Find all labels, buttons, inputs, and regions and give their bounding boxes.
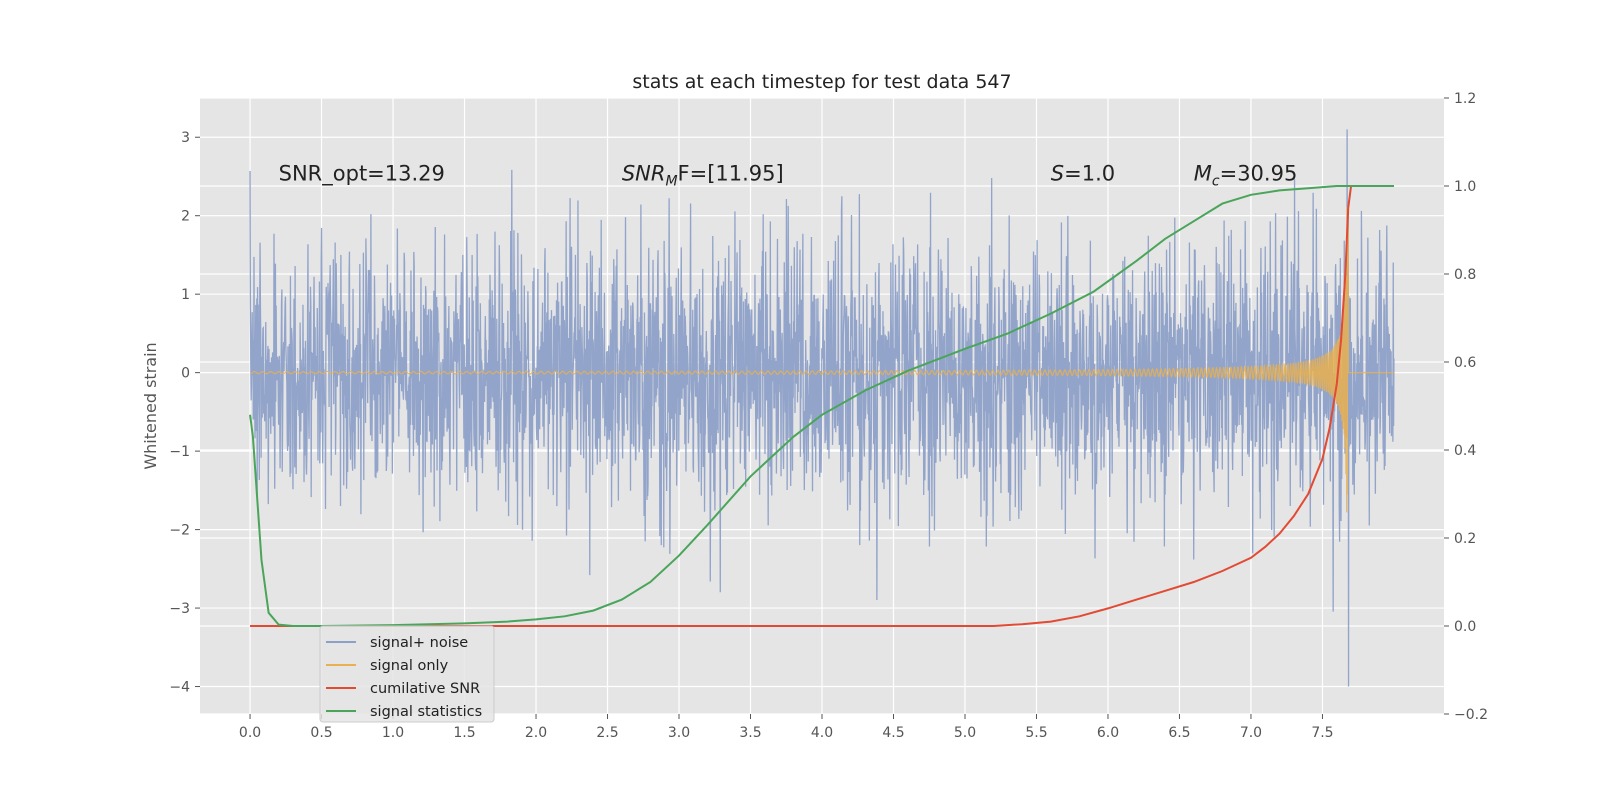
y2-tick-label: 1.2 (1454, 91, 1476, 107)
y-tick-label: −3 (169, 601, 190, 617)
annotation-1: SNRMF=[11.95] (622, 161, 784, 189)
x-tick-label: 7.5 (1311, 725, 1333, 741)
y2-tick-label: 0.8 (1454, 267, 1476, 283)
x-tick-label: 4.0 (811, 725, 833, 741)
signal-only-series (249, 207, 1394, 513)
x-tick-label: 5.5 (1025, 725, 1047, 741)
y2-tick-label: 0.4 (1454, 443, 1476, 459)
x-tick-label: 3.5 (739, 725, 761, 741)
grid-lines (200, 97, 1444, 715)
x-tick-label: 3.0 (668, 725, 690, 741)
legend: signal+ noise signal only cumilative SNR si… (319, 625, 495, 723)
x-tick-label: 1.5 (453, 725, 475, 741)
signal-plus-noise-series (249, 129, 1395, 687)
y-tick-label: 0 (181, 366, 190, 382)
y2-tick-label: 1.0 (1454, 179, 1476, 195)
annotation-3: Mc=30.95 (1194, 161, 1298, 189)
y2-tick-label: 0.0 (1454, 619, 1476, 635)
x-tick-label: 2.0 (525, 725, 547, 741)
y-tick-label: 3 (181, 130, 190, 146)
y-tick-label: 2 (181, 209, 190, 225)
cumulative-snr-series (250, 185, 1394, 627)
y-tick-label: −2 (169, 523, 190, 539)
legend-entry: signal+ noise (370, 635, 468, 651)
x-tick-label: 6.0 (1097, 725, 1119, 741)
x-tick-label: 7.0 (1240, 725, 1262, 741)
annotation-0: SNR_opt=13.29 (279, 161, 445, 186)
axis-ticks: 0.0 0.5 1.0 1.5 2.0 2.5 3.0 3.5 4.0 4.5 5.0 5.5 6.0 6… (169, 91, 1488, 741)
annotation-2: S=1.0 (1051, 161, 1115, 185)
cumulative-snr-line (250, 185, 1394, 627)
y-tick-label: −1 (169, 444, 190, 460)
signal-statistics-line (249, 185, 1394, 627)
legend-entry: signal only (370, 658, 449, 674)
chart-title: stats at each timestep for test data 547 (632, 71, 1011, 93)
signal-plus-noise-line (249, 129, 1395, 687)
x-tick-label: 0.0 (239, 725, 261, 741)
x-tick-label: 6.5 (1168, 725, 1190, 741)
legend-entry: signal statistics (370, 704, 482, 720)
x-tick-label: 2.5 (596, 725, 618, 741)
y2-tick-label: 0.6 (1454, 355, 1476, 371)
legend-entry: cumilative SNR (370, 681, 480, 697)
signal-statistics-series (249, 185, 1394, 627)
y2-tick-label: −0.2 (1454, 707, 1488, 723)
signal-only-line (249, 207, 1394, 513)
y-tick-label: 1 (181, 287, 190, 303)
y-axis-label: Whitened strain (141, 342, 160, 469)
legend-box (319, 625, 495, 723)
y2-tick-label: 0.2 (1454, 531, 1476, 547)
x-tick-label: 0.5 (310, 725, 332, 741)
x-tick-label: 5.0 (954, 725, 976, 741)
x-tick-label: 4.5 (882, 725, 904, 741)
annotations: SNR_opt=13.29 SNRMF=[11.95] S=1.0 Mc=30.95 (279, 161, 1298, 189)
x-tick-label: 1.0 (382, 725, 404, 741)
y-tick-label: −4 (169, 680, 190, 696)
